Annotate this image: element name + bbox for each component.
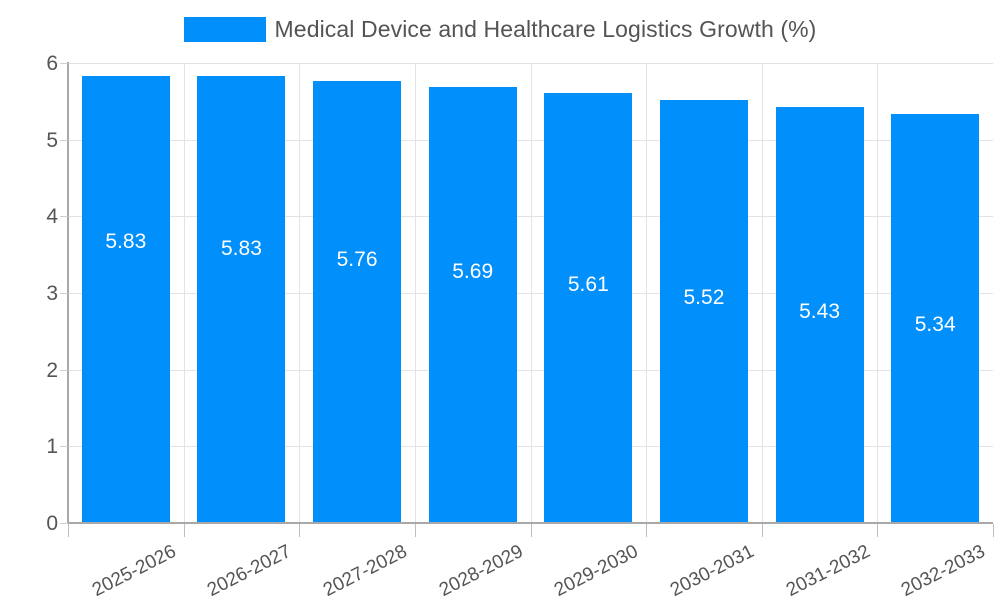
x-tick-mark [877, 524, 878, 537]
bar-value-label: 5.61 [567, 272, 609, 296]
chart-legend: Medical Device and Healthcare Logistics … [0, 0, 1000, 58]
y-tick-label: 0 [46, 512, 58, 535]
y-tick-mark [60, 63, 68, 64]
x-tick-mark [646, 524, 647, 537]
y-tick-mark [60, 446, 68, 448]
gridline-horizontal [68, 446, 993, 448]
x-tick-mark [184, 524, 185, 537]
legend-label: Medical Device and Healthcare Logistics … [274, 15, 817, 42]
x-tick-mark [299, 524, 300, 537]
bar-value-label: 5.43 [799, 299, 840, 323]
x-tick-label: 2025-2026 [88, 541, 180, 601]
bar[interactable] [197, 76, 286, 523]
y-tick-label: 5 [46, 128, 58, 152]
bar-value-label: 5.34 [914, 313, 956, 337]
x-tick-mark [531, 524, 532, 537]
x-tick-mark [762, 524, 763, 537]
gridline-horizontal [68, 293, 993, 294]
bar-value-label: 5.69 [452, 260, 494, 284]
y-tick-label: 1 [46, 435, 58, 459]
gridline-vertical [299, 63, 300, 523]
y-tick-label: 2 [46, 358, 58, 382]
bar[interactable] [313, 81, 402, 523]
x-tick-label: 2030-2031 [666, 541, 758, 601]
x-tick-label: 2032-2033 [898, 541, 989, 601]
bar-value-label: 5.83 [105, 230, 147, 254]
y-axis-line [67, 62, 69, 524]
x-tick-label: 2031-2032 [782, 541, 874, 601]
x-axis-line [67, 522, 993, 524]
bar[interactable] [428, 86, 517, 523]
x-tick-label: 2026-2027 [204, 541, 295, 601]
gridline-vertical [646, 63, 647, 523]
bar[interactable] [775, 106, 864, 523]
y-tick-mark [60, 293, 68, 294]
plot-area: 5.83 5.83 5.76 5.69 5.61 5.52 5.43 5.34 [68, 63, 993, 524]
y-tick-label: 3 [46, 282, 58, 305]
x-tick-label: 2029-2030 [551, 541, 642, 601]
y-tick-label: 4 [46, 205, 58, 229]
gridline-horizontal [68, 216, 993, 218]
x-tick-label: 2027-2028 [320, 541, 411, 601]
gridline-horizontal [68, 369, 993, 371]
legend-item-0[interactable]: Medical Device and Healthcare Logistics … [183, 15, 817, 43]
bar-value-label: 5.83 [221, 236, 262, 260]
bar[interactable] [544, 92, 633, 523]
bar[interactable] [891, 113, 980, 523]
gridline-vertical [184, 63, 185, 523]
bar-value-label: 5.76 [336, 248, 378, 272]
gridline-vertical [531, 63, 532, 523]
bar[interactable] [659, 99, 748, 523]
gridline-horizontal [68, 139, 993, 141]
gridline-vertical [877, 63, 878, 523]
legend-swatch-icon [183, 16, 266, 42]
gridline-vertical [415, 63, 416, 523]
x-tick-mark [415, 524, 416, 537]
y-tick-mark [60, 369, 68, 371]
plot-top-border [68, 63, 993, 64]
y-tick-label: 6 [46, 52, 58, 75]
y-tick-mark [60, 523, 68, 524]
x-tick-mark [68, 524, 69, 537]
bar-value-label: 5.52 [683, 286, 725, 310]
y-tick-mark [60, 216, 68, 218]
bar[interactable] [81, 76, 170, 523]
y-tick-mark [60, 139, 68, 141]
x-tick-label: 2028-2029 [435, 541, 527, 601]
x-tick-mark [993, 524, 994, 537]
gridline-vertical [762, 63, 763, 523]
